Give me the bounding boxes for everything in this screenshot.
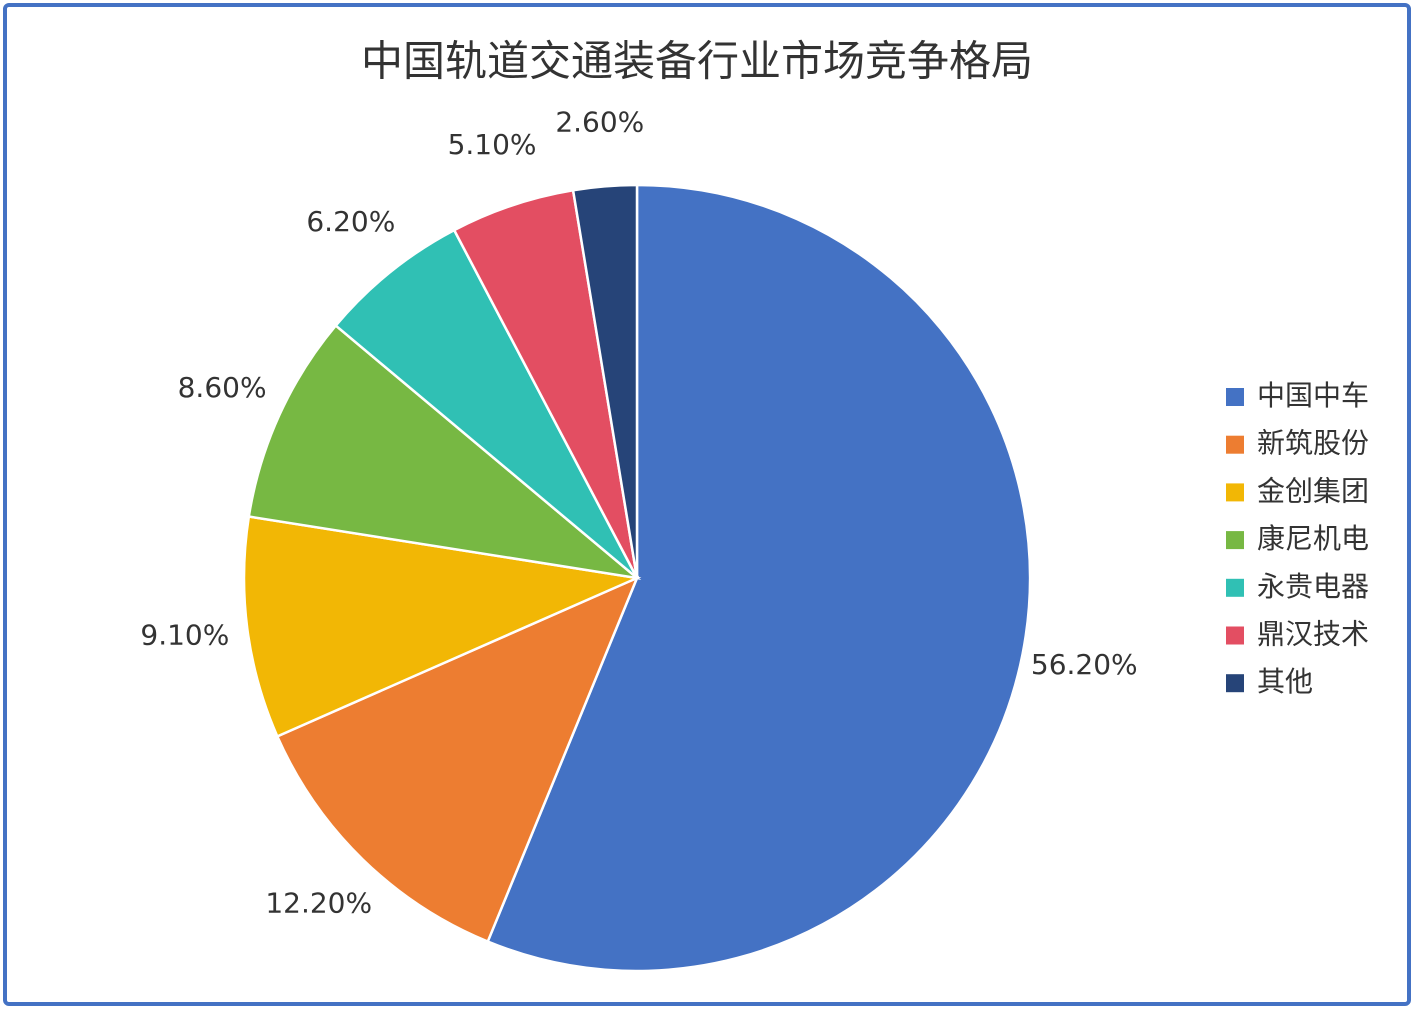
legend-swatch (1226, 531, 1244, 550)
pie-slice (275, 575, 640, 944)
data-label: 6.20% (306, 205, 395, 238)
legend-swatch (1226, 674, 1244, 693)
legend-swatch (1226, 388, 1244, 406)
legend-swatch (1226, 626, 1244, 645)
data-label: 9.10% (140, 619, 229, 652)
data-label: 8.60% (178, 371, 267, 404)
legend-label: 康尼机电 (1257, 522, 1369, 555)
legend-swatch (1226, 578, 1244, 597)
legend-label: 鼎汉技术 (1257, 618, 1369, 651)
legend-swatch (1226, 483, 1244, 502)
chart-title: 中国轨道交通装备行业市场竞争格局 (361, 37, 1033, 86)
pie-slice (486, 183, 1032, 973)
data-label: 12.20% (265, 886, 372, 919)
legend-label: 中国中车 (1257, 379, 1369, 412)
pie-slice (247, 323, 642, 580)
data-label: 2.60% (555, 106, 644, 139)
pie-slice (242, 515, 642, 738)
legend-label: 其他 (1257, 665, 1313, 698)
legend-swatch (1226, 435, 1244, 454)
legend-label: 新筑股份 (1257, 427, 1369, 460)
pie-slice (571, 183, 639, 579)
data-label: 56.20% (1031, 648, 1138, 681)
legend-label: 金创集团 (1257, 474, 1369, 507)
pie-slice (334, 228, 639, 579)
legend-label: 永贵电器 (1257, 570, 1369, 603)
data-label: 5.10% (448, 128, 537, 161)
